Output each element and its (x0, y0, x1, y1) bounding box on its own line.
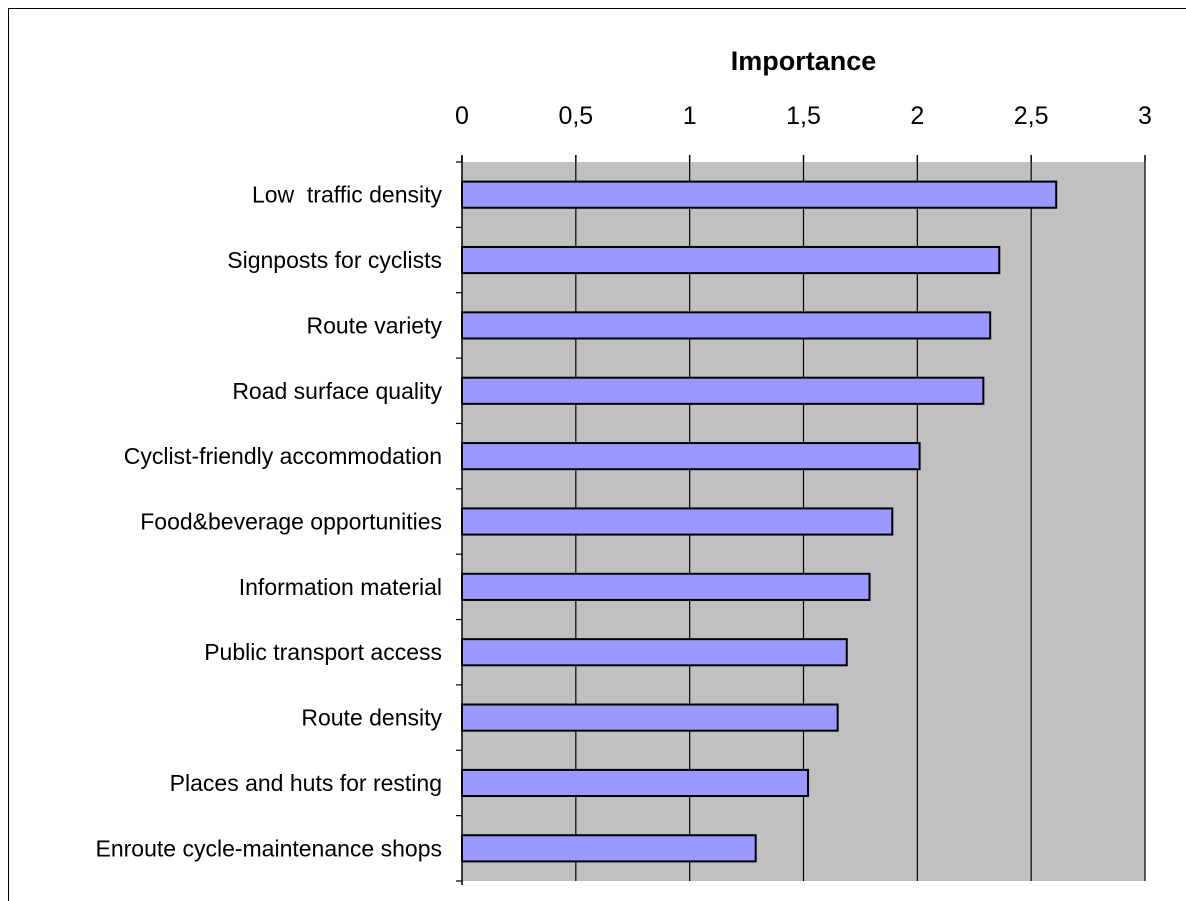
category-label: Signposts for cyclists (227, 247, 442, 273)
bar (461, 768, 810, 798)
category-labels: Low traffic density Signposts for cyclist… (96, 182, 443, 862)
bar (461, 507, 894, 536)
x-tick-label: 2,5 (1014, 102, 1049, 130)
bar (461, 245, 1001, 275)
bar (461, 442, 921, 471)
category-label: Cyclist-friendly accommodation (124, 443, 442, 469)
bar (461, 703, 839, 732)
category-label: Public transport access (204, 639, 442, 665)
bar (461, 311, 992, 340)
axes (456, 155, 1146, 885)
category-label: Places and huts for resting (170, 770, 442, 796)
chart-frame (8, 8, 1186, 901)
category-label: Route variety (306, 312, 442, 338)
category-label: Route density (301, 705, 442, 731)
category-label: Low traffic density (252, 182, 443, 208)
x-tick-labels: 0 0,5 1 1,5 2 2,5 3 (455, 102, 1152, 130)
x-tick-label: 1 (683, 102, 697, 130)
category-label: Enroute cycle-maintenance shops (96, 835, 442, 861)
bar (461, 376, 985, 405)
x-tick-label: 0,5 (558, 102, 593, 130)
category-label: Information material (239, 574, 442, 600)
x-tick-label: 2 (910, 102, 924, 130)
bar (461, 834, 757, 863)
bar (461, 638, 848, 667)
category-label: Road surface quality (232, 378, 442, 404)
x-axis-title: Importance (731, 46, 877, 76)
category-label: Food&beverage opportunities (140, 509, 442, 535)
x-tick-label: 1,5 (786, 102, 821, 130)
x-tick-label: 0 (455, 102, 469, 130)
bars (461, 180, 1058, 863)
bar (461, 180, 1058, 209)
bar (461, 572, 871, 601)
x-tick-label: 3 (1138, 102, 1152, 130)
